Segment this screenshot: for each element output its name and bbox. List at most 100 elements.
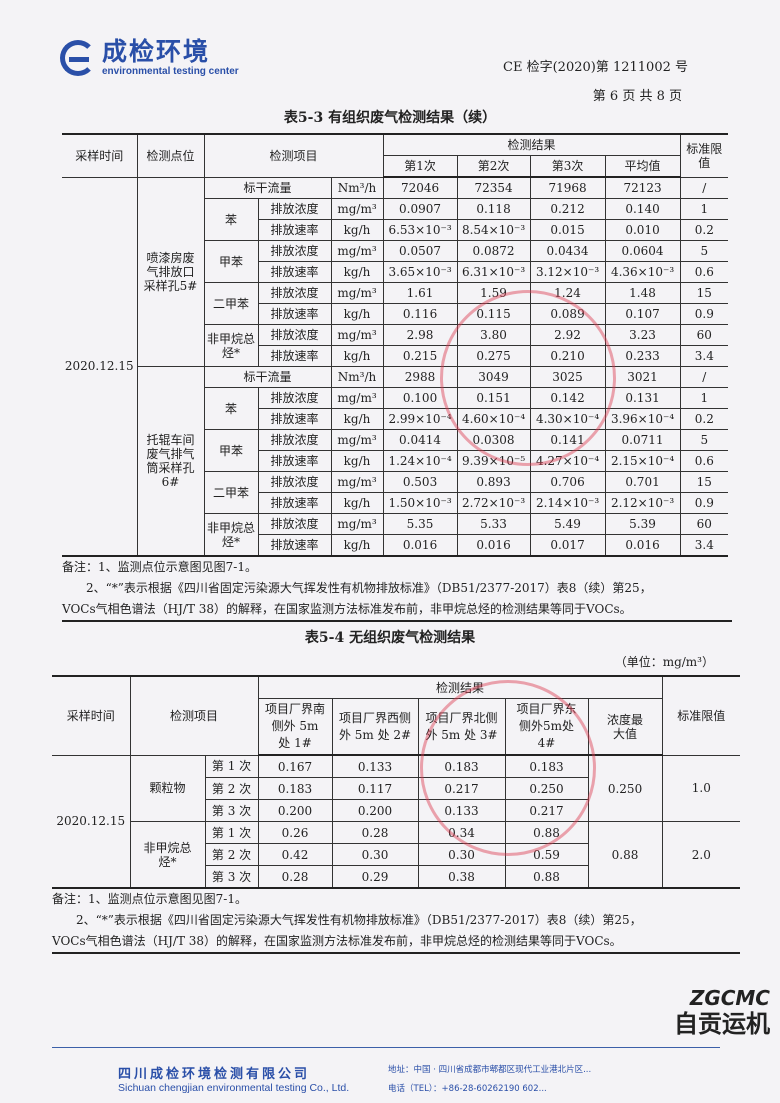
- table-row: 甲苯 排放浓度 mg/m³ 0.0414 0.0308 0.141 0.0711 5: [62, 429, 729, 472]
- pollutant-name: 颗粒物: [129, 754, 206, 822]
- limit-cell: 15: [679, 471, 729, 493]
- unit: Nm³/h: [330, 176, 384, 199]
- value-cell: 72046: [382, 176, 458, 199]
- sampling-location: 托辊车间废气排气筒采样孔6#: [137, 366, 205, 557]
- header-run: 第2次: [456, 155, 531, 178]
- logo-cn: 成检环境: [102, 37, 211, 66]
- value-cell: 0.118: [456, 198, 531, 220]
- value-cell: 0.503: [382, 471, 458, 493]
- page-number: 第 6 页 共 8 页: [592, 89, 682, 104]
- header-date: 采样时间: [52, 675, 131, 756]
- unit: kg/h: [330, 345, 384, 367]
- limit-cell: 1: [679, 387, 729, 409]
- note-line: 备注：1、监测点位示意图见图7-1。: [52, 892, 247, 906]
- value-cell: 2.12×10⁻³: [604, 492, 681, 514]
- header-item: 检测项目: [203, 133, 384, 178]
- value-cell: 2.72×10⁻³: [456, 492, 531, 514]
- limit-cell: 0.6: [679, 261, 729, 283]
- value-cell: 2.99×10⁻⁴: [382, 408, 458, 430]
- limit-cell: 3.4: [679, 534, 729, 557]
- value-cell: 0.016: [382, 534, 458, 557]
- table1-notes: 备注：1、监测点位示意图见图7-1。 2、“*”表示根据《四川省固定污染源大气挥发…: [62, 557, 732, 622]
- note-line: 2、“*”表示根据《四川省固定污染源大气挥发性有机物排放标准》（DB51/237…: [86, 581, 652, 595]
- value-cell: 3.96×10⁻⁴: [604, 408, 681, 430]
- limit-cell: 15: [679, 282, 729, 304]
- run-cell: 第 1 次: [204, 754, 259, 778]
- watermark-brand: ZGCMC: [689, 986, 770, 1010]
- note-line: VOCs气相色谱法（HJ/T 38）的解释，在国家监测方法标准发布前，非甲烷总烃…: [52, 934, 622, 948]
- value-cell: 3.23: [604, 324, 681, 346]
- limit-cell: 60: [679, 324, 729, 346]
- table-row: 第 3 次 0.200 0.200 0.133 0.217: [52, 799, 740, 822]
- value-cell: 0.215: [382, 345, 458, 367]
- value-cell: 4.30×10⁻⁴: [529, 408, 606, 430]
- unit: mg/m³: [330, 324, 384, 346]
- value-cell: 4.36×10⁻³: [604, 261, 681, 283]
- watermark-logo: ZGCMC 自贡运机: [674, 985, 770, 1037]
- header-point: 项目厂界北侧外 5m 处 3#: [417, 698, 506, 756]
- value-cell: 6.53×10⁻³: [382, 219, 458, 241]
- value-cell: 0.28: [257, 865, 333, 889]
- limit-cell: 3.4: [679, 345, 729, 367]
- unit: kg/h: [330, 492, 384, 514]
- flow-label: 标干流量: [203, 176, 332, 199]
- table-row: 苯排放浓度 mg/m³ 0.0907 0.118 0.212 0.140 1: [62, 198, 729, 241]
- header-limit: 标准限值: [661, 675, 741, 756]
- item-cell: 排放速率: [258, 492, 332, 514]
- max-cell: 0.250: [587, 754, 663, 822]
- run-cell: 第 2 次: [205, 777, 259, 800]
- table-row: 2020.12.15 颗粒物第 1 次 0.167 0.133 0.183 0.183 0.…: [52, 754, 741, 889]
- value-cell: 0.88: [504, 865, 589, 889]
- value-cell: 0.88: [504, 821, 589, 844]
- table-row: 二甲苯 排放浓度 mg/m³ 0.503 0.893 0.706 0.701 15: [62, 471, 729, 514]
- table-row: 托辊车间废气排气筒采样孔6# 标干流量 Nm³/h 2988 3049 3025 3021/: [62, 366, 729, 557]
- unit: kg/h: [330, 450, 384, 472]
- value-cell: 0.167: [257, 754, 333, 778]
- value-cell: 0.38: [417, 865, 506, 889]
- logo-en: environmental testing center: [102, 66, 239, 77]
- value-cell: 0.107: [604, 303, 681, 325]
- pollutant-name: 非甲烷总烃*: [130, 821, 206, 889]
- table-row: 二甲苯 排放浓度 mg/m³ 1.61 1.59 1.24 1.48 15: [62, 282, 729, 325]
- limit-cell: 0.6: [679, 450, 729, 472]
- value-cell: 0.142: [529, 387, 606, 409]
- table-row: 采样时间 检测点位 检测项目 检测结果 标准限值: [62, 133, 729, 178]
- item-cell: 排放速率: [258, 345, 332, 367]
- value-cell: 0.30: [331, 843, 419, 866]
- value-cell: 0.212: [529, 198, 606, 220]
- note-line: 2、“*”表示根据《四川省固定污染源大气挥发性有机物排放标准》（DB51/237…: [76, 913, 642, 927]
- unit: mg/m³: [330, 240, 384, 262]
- value-cell: 5.35: [382, 513, 458, 535]
- value-cell: 0.0711: [604, 429, 681, 451]
- unit: mg/m³: [330, 429, 384, 451]
- value-cell: 0.141: [529, 429, 606, 451]
- note-line: 备注：1、监测点位示意图见图7-1。: [62, 560, 257, 574]
- value-cell: 2.15×10⁻⁴: [604, 450, 681, 472]
- item-cell: 排放速率: [258, 219, 332, 241]
- value-cell: 3021: [604, 366, 681, 388]
- limit-cell: 0.9: [679, 303, 729, 325]
- limit-cell: 0.9: [679, 492, 729, 514]
- item-cell: 排放速率: [258, 261, 332, 283]
- value-cell: 0.34: [417, 821, 506, 844]
- value-cell: 0.210: [529, 345, 606, 367]
- header-limit: 标准限值: [679, 133, 729, 178]
- header-location: 检测点位: [136, 133, 205, 178]
- table-row: 第 3 次 0.28 0.29 0.38 0.88: [52, 865, 740, 889]
- item-cell: 排放浓度: [257, 198, 332, 220]
- unit: mg/m³: [330, 198, 384, 220]
- fugitive-emission-table: 采样时间 检测项目 检测结果 标准限值 项目厂界南侧外 5m 处 1# 项目厂界西侧外 5…: [52, 675, 741, 889]
- value-cell: 0.016: [604, 534, 681, 557]
- table-row: 非甲烷总烃* 排放浓度 mg/m³ 2.98 3.80 2.92 3.23 60: [62, 324, 729, 367]
- value-cell: 3.80: [456, 324, 531, 346]
- limit-cell: /: [679, 176, 729, 199]
- table-row: 第 2 次 0.183 0.117 0.217 0.250: [52, 777, 740, 800]
- value-cell: 0.016: [456, 534, 531, 557]
- value-cell: 5.39: [604, 513, 681, 535]
- header-point: 项目厂界西侧外 5m 处 2#: [331, 698, 419, 756]
- value-cell: 0.30: [417, 843, 506, 866]
- company-logo: 成检环境 environmental testing center: [60, 38, 239, 77]
- value-cell: 2.92: [529, 324, 606, 346]
- table-row: 第 2 次 0.42 0.30 0.30 0.59: [52, 843, 740, 866]
- table-row: 项目厂界南侧外 5m 处 1# 项目厂界西侧外 5m 处 2# 项目厂界北侧外 5m…: [52, 698, 740, 756]
